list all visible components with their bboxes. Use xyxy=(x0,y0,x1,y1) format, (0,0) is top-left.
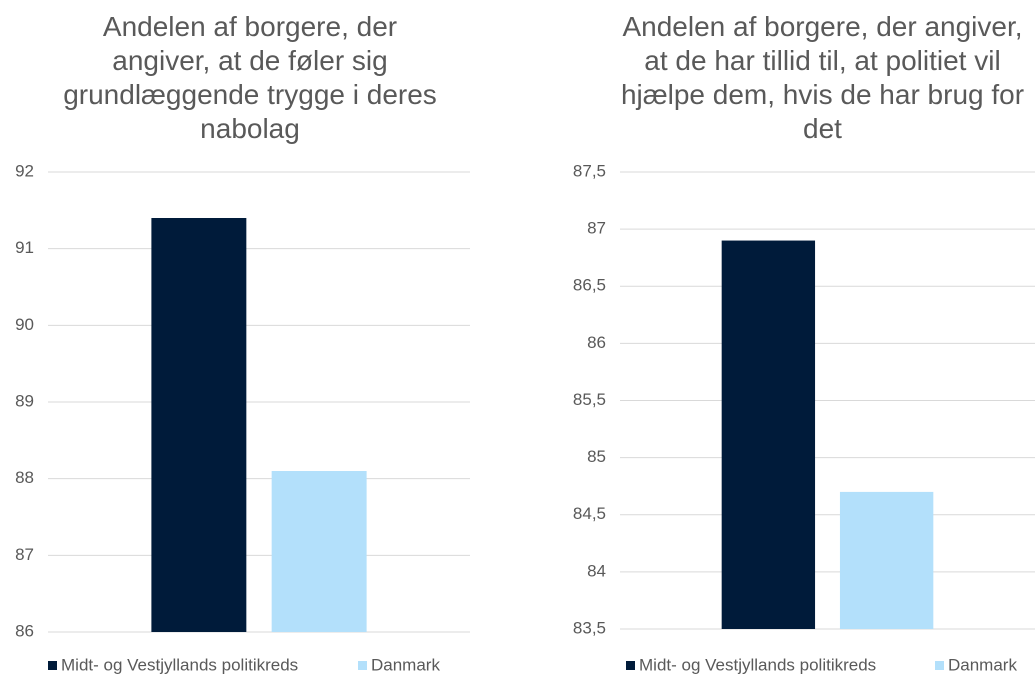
bar xyxy=(271,471,367,632)
legend-swatch xyxy=(935,661,944,670)
chart-title: Andelen af borgere, der angiver, at de h… xyxy=(620,11,1025,144)
legend-swatch xyxy=(48,661,57,670)
y-tick-label: 89 xyxy=(15,391,34,410)
y-tick-label: 83,5 xyxy=(573,618,606,637)
y-tick-label: 86 xyxy=(587,333,606,352)
y-tick-label: 92 xyxy=(15,161,34,180)
y-tick-label: 91 xyxy=(15,238,34,257)
chart-title: Andelen af borgere, der angiver, at de f… xyxy=(63,11,437,144)
bar xyxy=(721,240,816,630)
legend-label: Danmark xyxy=(371,655,440,674)
legend-label: Danmark xyxy=(948,655,1017,674)
legend-label: Midt- og Vestjyllands politikreds xyxy=(639,655,876,674)
y-tick-label: 86 xyxy=(15,621,34,640)
y-tick-label: 87 xyxy=(15,545,34,564)
bar xyxy=(839,491,934,629)
y-tick-label: 84,5 xyxy=(573,504,606,523)
y-tick-label: 84 xyxy=(587,561,606,580)
y-tick-label: 86,5 xyxy=(573,276,606,295)
legend-label: Midt- og Vestjyllands politikreds xyxy=(61,655,298,674)
y-tick-label: 85,5 xyxy=(573,390,606,409)
y-tick-label: 90 xyxy=(15,315,34,334)
y-tick-label: 88 xyxy=(15,468,34,487)
legend-swatch xyxy=(626,661,635,670)
y-tick-label: 85 xyxy=(587,447,606,466)
y-tick-label: 87 xyxy=(587,219,606,238)
bar xyxy=(151,218,247,632)
legend-swatch xyxy=(358,661,367,670)
y-tick-label: 87,5 xyxy=(573,161,606,180)
